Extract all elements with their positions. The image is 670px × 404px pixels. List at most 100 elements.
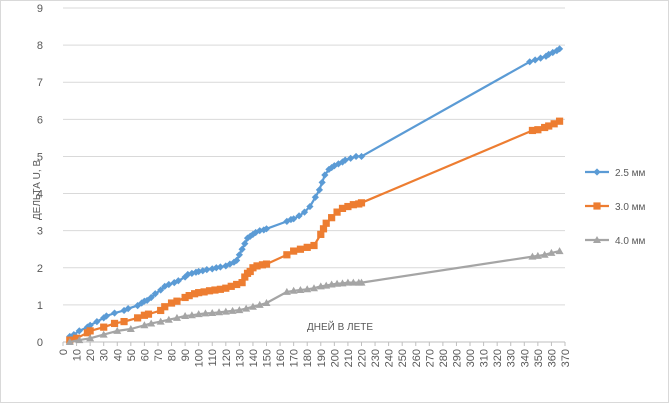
data-point — [344, 202, 352, 211]
data-point — [338, 158, 347, 166]
data-point — [174, 277, 182, 285]
y-tick-label: 6 — [37, 114, 43, 126]
x-tick-label: 290 — [451, 349, 463, 367]
x-tick-label: 310 — [479, 349, 491, 367]
data-point — [216, 285, 224, 293]
data-point — [165, 280, 173, 289]
data-point — [315, 186, 324, 194]
data-point — [317, 230, 325, 238]
data-point — [316, 282, 325, 290]
data-point — [338, 279, 347, 287]
legend-label: 4.0 мм — [615, 236, 646, 247]
x-tick-label: 240 — [384, 349, 396, 367]
data-point — [124, 305, 132, 313]
data-point — [167, 299, 176, 307]
data-point — [306, 202, 314, 211]
data-point — [327, 280, 336, 288]
data-point — [140, 321, 149, 329]
data-point — [203, 266, 211, 274]
y-tick-label: 3 — [37, 226, 43, 238]
legend: 2.5 мм 3.0 мм 4.0 мм — [585, 168, 646, 247]
data-point — [310, 241, 318, 250]
data-point — [99, 330, 108, 338]
y-tick-label: 5 — [37, 151, 43, 163]
data-point — [215, 308, 224, 316]
data-point — [191, 290, 199, 298]
x-tick-label: 0 — [58, 349, 70, 355]
data-point — [333, 208, 341, 216]
data-point — [86, 327, 94, 335]
x-tick-label: 360 — [546, 349, 558, 367]
data-point — [211, 286, 219, 294]
data-point — [296, 286, 305, 294]
data-point — [75, 336, 84, 344]
data-point — [66, 332, 74, 341]
x-tick-label: 300 — [465, 349, 477, 367]
data-point — [126, 325, 135, 333]
x-axis-ticks: 0 10 20 30 40 50 60 70 80 90 100 110 120 130 140 150 160… — [58, 349, 572, 367]
x-tick-label: 60 — [139, 349, 151, 361]
data-point — [86, 334, 95, 342]
x-tick-label: 70 — [153, 349, 165, 361]
data-point — [147, 293, 155, 302]
data-point — [553, 47, 561, 55]
x-tick-label: 260 — [411, 349, 423, 367]
x-tick-label: 330 — [506, 349, 518, 367]
series-line — [69, 47, 561, 338]
data-point — [216, 263, 224, 271]
data-point — [208, 309, 217, 317]
x-tick-label: 10 — [72, 349, 84, 361]
y-axis-ticks: 0 1 2 3 4 5 6 7 8 9 — [37, 3, 43, 349]
data-point — [233, 280, 241, 289]
data-point — [347, 154, 355, 162]
data-point — [547, 248, 556, 256]
data-point — [235, 306, 244, 314]
y-tick-label: 7 — [37, 77, 43, 89]
x-tick-label: 130 — [234, 349, 246, 367]
data-point — [110, 319, 119, 328]
data-point — [173, 297, 181, 305]
gridlines — [62, 7, 566, 346]
series-3-0- — [66, 117, 564, 344]
x-tick-label: 340 — [519, 349, 531, 367]
data-point — [258, 261, 267, 269]
y-tick-label: 0 — [37, 337, 43, 349]
data-point — [262, 299, 271, 307]
data-point — [194, 310, 203, 318]
data-point — [120, 317, 128, 326]
data-point — [343, 278, 352, 286]
y-tick-label: 9 — [37, 3, 43, 15]
data-point — [260, 226, 268, 234]
series-group — [65, 45, 564, 345]
y-tick-label: 1 — [37, 300, 43, 312]
data-point — [262, 225, 271, 233]
data-point — [338, 204, 347, 212]
x-tick-label: 190 — [316, 349, 328, 367]
data-point — [161, 282, 169, 290]
data-point — [357, 278, 366, 286]
data-point — [290, 247, 298, 255]
data-point — [330, 162, 338, 170]
x-tick-label: 120 — [221, 349, 233, 367]
data-point — [303, 285, 312, 293]
data-point — [185, 292, 193, 300]
data-point — [228, 306, 237, 314]
x-tick-label: 150 — [262, 349, 274, 367]
data-point — [144, 310, 153, 318]
data-point — [296, 245, 305, 253]
data-point — [181, 293, 189, 302]
x-tick-label: 90 — [180, 349, 192, 361]
data-point — [242, 304, 251, 312]
data-point — [172, 313, 181, 321]
data-point — [140, 311, 149, 319]
x-tick-label: 100 — [194, 349, 206, 367]
x-tick-label: 170 — [289, 349, 301, 367]
data-point — [102, 312, 111, 320]
data-point — [110, 309, 119, 317]
x-tick-label: 210 — [343, 349, 355, 367]
legend-label: 3.0 мм — [615, 202, 646, 213]
data-point — [322, 219, 330, 227]
data-point — [65, 338, 74, 345]
data-point — [555, 247, 564, 255]
x-tick-label: 30 — [99, 349, 111, 361]
